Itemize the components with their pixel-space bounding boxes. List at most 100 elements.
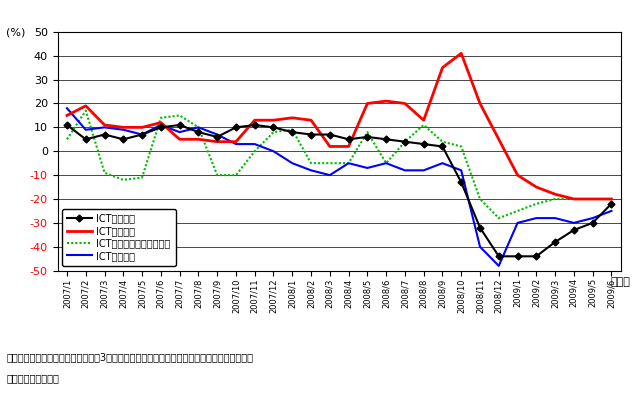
ICT関連設備投資（民需）	[232, 173, 240, 178]
ICT関連輸出	[120, 127, 127, 132]
ICT関連輸出	[476, 244, 484, 249]
ICT関連設備投資（民需）	[364, 130, 371, 135]
ICT関連生産	[607, 201, 615, 206]
ICT関連在庫	[401, 101, 409, 106]
ICT関連設備投資（民需）	[82, 108, 90, 113]
ICT関連生産	[176, 123, 184, 127]
ICT関連輸出	[232, 142, 240, 146]
ICT関連輸出	[289, 161, 296, 166]
ICT関連在庫	[476, 101, 484, 106]
ICT関連在庫	[326, 144, 333, 149]
ICT関連在庫	[570, 197, 578, 201]
ICT関連在庫	[514, 173, 522, 178]
ICT関連生産	[120, 137, 127, 142]
ICT関連輸出	[345, 161, 353, 166]
ICT関連輸出	[307, 168, 315, 173]
ICT関連輸出	[213, 132, 221, 137]
ICT関連輸出	[420, 168, 428, 173]
ICT関連在庫	[532, 185, 540, 189]
ICT関連生産	[476, 225, 484, 230]
ICT関連生産	[157, 125, 164, 130]
ICT関連生産	[195, 130, 202, 135]
ICT関連在庫	[345, 144, 353, 149]
ICT関連輸出	[63, 106, 71, 111]
ICT関連生産	[289, 130, 296, 135]
ICT関連在庫	[82, 103, 90, 108]
ICT関連在庫	[307, 118, 315, 123]
ICT関連在庫	[269, 118, 277, 123]
ICT関連輸出	[438, 161, 446, 166]
ICT関連輸出	[364, 166, 371, 170]
ICT関連生産	[138, 132, 146, 137]
ICT関連在庫	[289, 115, 296, 120]
ICT関連輸出	[157, 123, 164, 127]
ICT関連設備投資（民需）	[438, 139, 446, 144]
ICT関連設備投資（民需）	[100, 170, 108, 175]
ICT関連生産	[82, 137, 90, 142]
ICT関連輸出	[176, 130, 184, 135]
ICT関連設備投資（民需）	[213, 173, 221, 178]
ICT関連設備投資（民需）	[326, 161, 333, 166]
ICT関連生産	[570, 228, 578, 232]
ICT関連生産	[495, 254, 502, 259]
ICT関連在庫	[382, 99, 390, 103]
ICT関連生産	[551, 240, 559, 244]
ICT関連設備投資（民需）	[307, 161, 315, 166]
ICT関連在庫	[420, 118, 428, 123]
ICT関連輸出	[532, 216, 540, 220]
ICT関連生産	[438, 144, 446, 149]
ICT関連設備投資（民需）	[476, 197, 484, 201]
ICT関連生産	[63, 123, 71, 127]
ICT関連輸出	[607, 209, 615, 213]
ICT関連在庫	[138, 125, 146, 130]
ICT関連生産	[514, 254, 522, 259]
ICT関連在庫	[213, 139, 221, 144]
Legend: ICT関連生産, ICT関連在庫, ICT関連設備投資（民需）, ICT関連輸出: ICT関連生産, ICT関連在庫, ICT関連設備投資（民需）, ICT関連輸出	[63, 209, 175, 266]
ICT関連在庫	[157, 120, 164, 125]
Line: ICT関連在庫: ICT関連在庫	[67, 53, 611, 199]
ICT関連輸出	[570, 220, 578, 225]
Text: 易統計」より作成。: 易統計」より作成。	[6, 373, 60, 383]
ICT関連設備投資（民需）	[551, 197, 559, 201]
ICT関連設備投資（民需）	[269, 130, 277, 135]
ICT関連設備投資（民需）	[251, 149, 259, 154]
ICT関連設備投資（民需）	[195, 125, 202, 130]
ICT関連設備投資（民需）	[458, 144, 465, 149]
ICT関連生産	[100, 132, 108, 137]
ICT関連設備投資（民需）	[289, 127, 296, 132]
ICT関連輸出	[382, 161, 390, 166]
Line: ICT関連生産: ICT関連生産	[65, 123, 614, 259]
ICT関連輸出	[138, 132, 146, 137]
ICT関連輸出	[195, 125, 202, 130]
ICT関連設備投資（民需）	[607, 197, 615, 201]
ICT関連生産	[589, 220, 596, 225]
ICT関連輸出	[589, 216, 596, 220]
ICT関連設備投資（民需）	[382, 161, 390, 166]
Text: (%): (%)	[6, 28, 26, 38]
ICT関連生産	[458, 180, 465, 185]
ICT関連輸出	[251, 142, 259, 146]
ICT関連在庫	[120, 125, 127, 130]
ICT関連輸出	[551, 216, 559, 220]
ICT関連設備投資（民需）	[532, 201, 540, 206]
ICT関連輸出	[458, 168, 465, 173]
ICT関連生産	[345, 137, 353, 142]
ICT関連在庫	[63, 113, 71, 118]
ICT関連生産	[382, 137, 390, 142]
ICT関連生産	[532, 254, 540, 259]
ICT関連生産	[232, 125, 240, 130]
ICT関連生産	[307, 132, 315, 137]
ICT関連生産	[401, 139, 409, 144]
ICT関連設備投資（民需）	[495, 216, 502, 220]
ICT関連生産	[269, 125, 277, 130]
ICT関連生産	[420, 142, 428, 146]
ICT関連設備投資（民需）	[345, 161, 353, 166]
ICT関連在庫	[251, 118, 259, 123]
ICT関連設備投資（民需）	[120, 178, 127, 182]
ICT関連設備投資（民需）	[589, 197, 596, 201]
ICT関連在庫	[232, 139, 240, 144]
ICT関連生産	[326, 132, 333, 137]
ICT関連在庫	[551, 192, 559, 197]
ICT関連在庫	[100, 123, 108, 127]
ICT関連在庫	[607, 197, 615, 201]
